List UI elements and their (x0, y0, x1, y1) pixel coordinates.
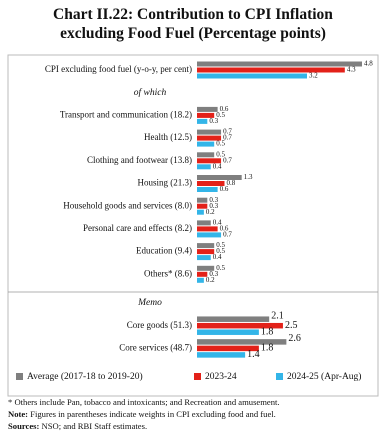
legend-label: 2023-24 (205, 372, 237, 382)
footnote-label: Note: (8, 409, 28, 419)
category-label: Housing (21.3) (138, 178, 193, 188)
bar (197, 232, 222, 238)
bar (197, 243, 215, 249)
category-label: Health (12.5) (144, 132, 192, 142)
value-label: 0.3 (209, 202, 218, 210)
value-label: 4.3 (347, 66, 356, 74)
value-label: 0.5 (216, 247, 225, 255)
value-label: 1.3 (244, 173, 253, 181)
value-label: 0.7 (223, 128, 232, 136)
legend-label: 2024-25 (Apr-Aug) (287, 371, 361, 382)
value-label: 0.6 (220, 225, 229, 233)
bar (197, 197, 208, 203)
footnote-label: Sources: (8, 421, 39, 431)
value-label: 0.4 (213, 162, 222, 170)
footnote: Note: Figures in parentheses indicate we… (8, 409, 276, 419)
legend-swatch (16, 373, 23, 380)
bar (197, 187, 218, 192)
value-label: 2.1 (271, 310, 284, 321)
category-label: Transport and communication (18.2) (60, 109, 192, 119)
bar (197, 271, 208, 277)
category-label: Education (9.4) (136, 246, 192, 256)
footnote: * Others include Pan, tobacco and intoxi… (8, 397, 280, 407)
bar (197, 135, 222, 141)
bar (197, 175, 242, 180)
chart-title: Chart II.22: Contribution to CPI Inflati… (53, 6, 333, 42)
bar (197, 345, 259, 352)
value-label: 1.8 (261, 326, 274, 337)
category-label: Clothing and footwear (13.8) (87, 155, 192, 165)
bar (197, 339, 287, 345)
legend-swatch (276, 373, 283, 380)
value-label: 0.5 (216, 111, 225, 119)
bar (197, 67, 345, 73)
footnote-text: Figures in parentheses indicate weights … (30, 409, 276, 419)
bar (197, 209, 204, 215)
category-label: CPI excluding food fuel (y-o-y, per cent… (45, 64, 192, 74)
category-label: Household goods and services (8.0) (63, 200, 192, 210)
legend-label: Average (2017-18 to 2019-20) (27, 371, 143, 382)
footnote-text: * Others include Pan, tobacco and intoxi… (8, 397, 280, 407)
bar (197, 220, 211, 226)
value-label: 0.5 (216, 264, 225, 272)
value-label: 0.2 (206, 276, 215, 284)
value-label: 0.7 (223, 231, 232, 239)
bar (197, 329, 259, 335)
legend-swatch (194, 373, 201, 380)
value-label: 0.6 (220, 105, 229, 113)
bar (197, 164, 211, 170)
value-label: 0.5 (216, 150, 225, 158)
footnote-text: NSO; and RBI Staff estimates. (42, 421, 148, 431)
value-label: 0.3 (209, 117, 218, 125)
value-label: 0.4 (213, 253, 222, 261)
bar (197, 61, 362, 67)
value-label: 4.8 (364, 60, 373, 68)
bar (197, 181, 225, 186)
chart-frame (7, 54, 379, 397)
value-label: 2.5 (285, 320, 298, 331)
bar (197, 118, 208, 124)
bar (197, 249, 215, 255)
bar (197, 255, 211, 261)
bar (197, 152, 215, 158)
value-label: 0.7 (223, 134, 232, 142)
bar (197, 203, 208, 209)
value-label: 0.8 (227, 179, 236, 187)
category-label: Personal care and effects (8.2) (83, 223, 192, 233)
bar (197, 141, 215, 147)
value-label: 0.2 (206, 208, 215, 216)
bar (197, 226, 218, 232)
bar (197, 73, 307, 79)
section-label: of which (134, 87, 167, 98)
bar (197, 106, 218, 112)
category-label: Core services (48.7) (119, 342, 192, 352)
bar (197, 265, 215, 271)
value-label: 0.4 (213, 219, 222, 227)
footnote: Sources: NSO; and RBI Staff estimates. (8, 421, 147, 431)
bar (197, 158, 222, 164)
value-label: 0.3 (209, 196, 218, 204)
bar (197, 352, 246, 358)
bar (197, 277, 204, 283)
category-label: Core goods (51.3) (127, 320, 192, 330)
value-label: 0.5 (216, 140, 225, 148)
value-label: 0.6 (220, 185, 229, 193)
category-label: Others* (8.6) (144, 268, 192, 278)
value-label: 0.7 (223, 156, 232, 164)
bar (197, 322, 283, 329)
value-label: 2.6 (288, 333, 301, 344)
value-label: 0.5 (216, 241, 225, 249)
value-label: 1.8 (261, 343, 274, 354)
bar (197, 129, 222, 135)
value-label: 0.3 (209, 270, 218, 278)
bar (197, 316, 270, 322)
value-label: 1.4 (247, 349, 260, 360)
section-label: Memo (137, 298, 162, 308)
value-label: 3.2 (309, 72, 318, 80)
bar (197, 112, 215, 118)
